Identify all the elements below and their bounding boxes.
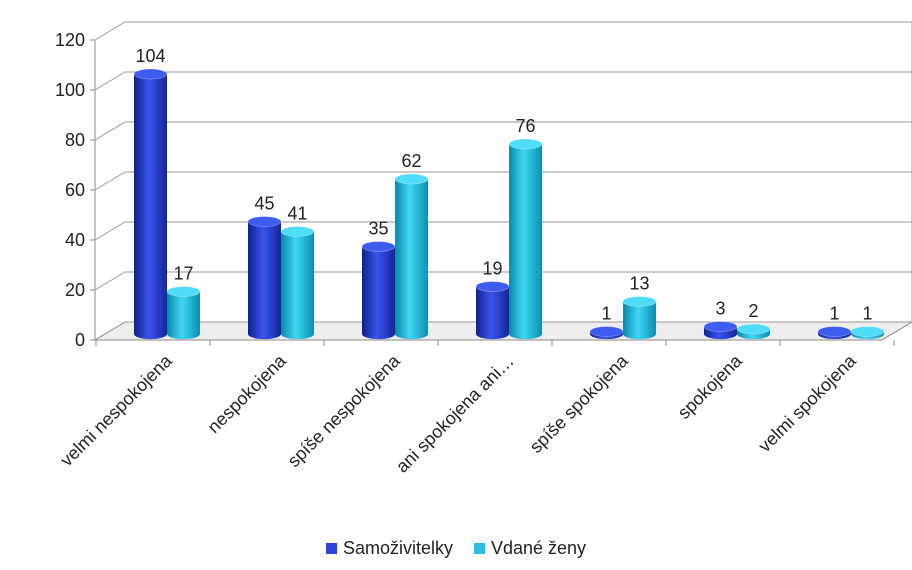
bar-cap [166,286,201,297]
data-label: 1 [601,304,611,324]
x-tick-label: nespokojena [203,350,290,437]
legend-label-vdane-zeny: Vdané ženy [490,538,587,558]
y-tick-label: 120 [55,30,85,50]
data-label: 1 [829,304,839,324]
bar-cap [589,326,624,337]
data-label: 2 [748,301,758,321]
bar-cap [736,323,771,335]
legend-swatch-dark-blue [325,543,337,554]
data-label: 62 [401,151,421,171]
data-label: 1 [862,304,872,324]
x-tick-label: spíše spokojena [526,350,633,457]
data-label: 19 [482,259,502,279]
bar-cap [133,68,168,80]
y-tick-label: 100 [55,80,85,100]
y-tick-label: 80 [65,130,85,150]
bar-cap [622,296,657,307]
data-label: 104 [135,46,165,66]
bar [167,291,200,340]
x-tick-label: spokojena [674,350,747,423]
bar [281,231,314,340]
gridline [94,21,912,41]
bar [248,221,281,340]
bar-cap [850,326,885,337]
gridline [94,271,912,291]
data-label: 45 [254,194,274,214]
x-tick-label: spíše nespokojena [284,350,405,471]
bar [476,286,509,340]
y-tick-label: 0 [75,330,85,350]
bar-cap [280,226,315,237]
bar [623,301,656,340]
gridline [94,171,912,191]
x-tick-label: velmi spokojena [754,350,860,456]
bar-cap [508,138,543,150]
bar-cap [703,321,738,332]
plot-area: 0 20 40 60 80 100 120 104 17 45 41 35 62 19 76 1 13 3 2 1 1 v… [55,21,912,477]
x-tick-label: ani spokojena ani… [392,351,518,477]
legend-item-vdane-zeny: Vdané ženy [473,538,587,559]
legend-swatch-light-blue [473,543,485,554]
bar-cap [361,241,396,252]
gridline [94,221,912,241]
legend-label-samozivitelky: Samoživitelky [342,538,453,558]
y-tick-label: 40 [65,230,85,250]
data-label: 41 [287,204,307,224]
y-tick-label: 20 [65,280,85,300]
x-tick-label: velmi nespokojena [56,350,176,470]
bar [509,144,542,340]
bar-cap [475,281,510,292]
bar [134,74,167,340]
data-label: 3 [715,299,725,319]
data-label: 35 [368,219,388,239]
legend: Samoživitelky Vdané ženy [0,538,912,559]
data-label: 76 [515,116,535,136]
gridline [94,121,912,141]
bar-cap [817,326,852,337]
bar [395,179,428,340]
bar-cap [247,216,282,227]
legend-item-samozivitelky: Samoživitelky [325,538,453,559]
data-label: 17 [173,264,193,284]
bar [362,246,395,340]
bar-cap [394,173,429,185]
y-tick-label: 60 [65,180,85,200]
data-label: 13 [629,274,649,294]
gridline [94,71,912,91]
